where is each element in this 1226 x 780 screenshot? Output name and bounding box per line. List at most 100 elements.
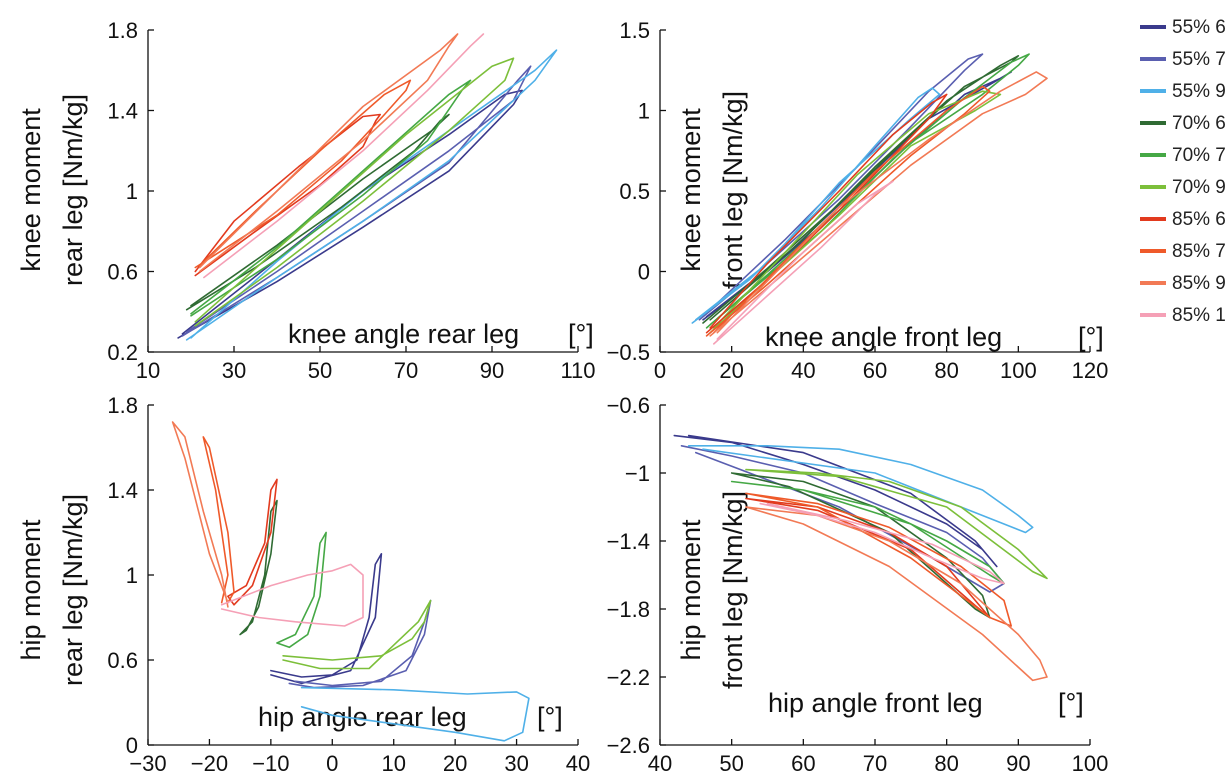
x-tick-label: 90 (1006, 751, 1030, 776)
plot-3-ylabel2: front leg [Nm/kg] (718, 491, 748, 689)
plot-2-ylabel: hip moment (16, 519, 46, 661)
series-line-85-60 (194, 113, 382, 277)
x-tick-label: 90 (480, 358, 504, 383)
x-tick-label: −10 (252, 751, 289, 776)
series-line-70-75 (276, 531, 327, 649)
plot-0-ylabel: knee moment (16, 108, 46, 272)
y-tick-label: 0 (126, 733, 138, 758)
x-tick-label: 10 (381, 751, 405, 776)
legend-label: 85% 60° (1172, 209, 1226, 230)
series-line-70-90 (194, 57, 515, 327)
series-line-70-75 (705, 53, 1030, 329)
y-tick-label: 0.2 (107, 340, 138, 365)
legend-label: 85% 75° (1172, 241, 1226, 262)
x-tick-label: 80 (934, 751, 958, 776)
y-tick-label: 0.6 (107, 648, 138, 673)
series-line-85-60 (745, 497, 991, 619)
series-line-85-105 (203, 33, 485, 279)
series-line-55-75 (288, 599, 432, 689)
plot-1-xlabel: knee angle front leg (765, 322, 1002, 352)
hip-front-leg-plot: hip moment front leg [Nm/kg] hip angle f… (607, 393, 1109, 776)
x-tick-label: 70 (394, 358, 418, 383)
y-tick-label: 0.6 (107, 260, 138, 285)
x-tick-label: 60 (863, 358, 887, 383)
x-tick-label: 30 (504, 751, 528, 776)
plot-3-ylabel: hip moment (676, 519, 706, 661)
plot-3-xunit: [°] (1058, 688, 1084, 718)
y-tick-label: −2.6 (607, 733, 650, 758)
series-line-55-90 (300, 686, 530, 742)
y-tick-label: −0.5 (607, 340, 650, 365)
series-line-85-90 (709, 71, 1048, 337)
series-line-70-90 (745, 468, 1048, 580)
series-line-85-75 (202, 436, 235, 604)
y-tick-label: 1 (126, 563, 138, 588)
series-line-85-105 (759, 502, 1005, 585)
series-line-70-60 (239, 499, 278, 636)
x-tick-label: 120 (1072, 358, 1109, 383)
legend-label: 55% 60° (1172, 17, 1226, 38)
y-tick-label: −1.4 (607, 529, 650, 554)
y-tick-label: 1.4 (107, 99, 138, 124)
series-line-70-60 (730, 472, 991, 619)
series-line-85-105 (712, 180, 894, 345)
x-tick-label: 50 (719, 751, 743, 776)
hip-rear-leg-plot: hip moment rear leg [Nm/kg] hip angle re… (16, 393, 590, 776)
plot-3-xlabel: hip angle front leg (768, 688, 983, 718)
legend-label: 55% 90° (1172, 81, 1226, 102)
x-tick-label: 40 (648, 751, 672, 776)
x-tick-label: 40 (566, 751, 590, 776)
legend-label: 70% 75° (1172, 145, 1226, 166)
y-tick-label: 0.5 (619, 179, 650, 204)
series-line-70-60 (702, 54, 1020, 324)
plot-2-xlabel: hip angle rear leg (258, 702, 467, 732)
series-line-55-75 (680, 444, 1005, 593)
y-tick-label: −1 (625, 461, 650, 486)
series-line-85-60 (705, 93, 948, 334)
knee-rear-leg-plot: knee moment rear leg [Nm/kg] knee angle … (16, 18, 596, 383)
plot-0-xunit: [°] (568, 319, 594, 349)
x-tick-label: −20 (191, 751, 228, 776)
series-line-55-90 (687, 444, 1034, 534)
y-tick-label: −2.2 (607, 665, 650, 690)
x-tick-label: 80 (934, 358, 958, 383)
legend: 55% 60° 55% 75° 55% 90° 70% 60° 70% 75° 70% 9… (1140, 17, 1226, 326)
y-tick-label: −1.8 (607, 597, 650, 622)
plot-2-xunit: [°] (537, 702, 563, 732)
series-line-70-75 (190, 79, 472, 317)
knee-front-leg-plot: knee moment front leg [Nm/kg] knee angle… (607, 18, 1109, 383)
series-line-55-75 (181, 65, 532, 337)
series-line-70-90 (282, 599, 432, 670)
y-tick-label: 1.5 (619, 18, 650, 43)
y-tick-label: 1.4 (107, 478, 138, 503)
x-tick-label: 100 (1000, 358, 1037, 383)
plot-2-ylabel2: rear leg [Nm/kg] (58, 494, 88, 686)
series-line-55-90 (185, 49, 558, 341)
y-tick-label: 1 (126, 179, 138, 204)
y-tick-label: 1 (638, 99, 650, 124)
x-tick-label: 30 (222, 358, 246, 383)
y-tick-label: 1.8 (107, 18, 138, 43)
series-line-85-90 (745, 506, 1048, 682)
plot-1-ylabel2: front leg [Nm/kg] (718, 91, 748, 289)
x-tick-label: 10 (136, 358, 160, 383)
x-tick-label: 20 (443, 751, 467, 776)
plot-1-xunit: [°] (1078, 322, 1104, 352)
legend-label: 70% 60° (1172, 113, 1226, 134)
x-tick-label: 50 (308, 358, 332, 383)
y-tick-label: 0 (638, 260, 650, 285)
plot-1-ylabel: knee moment (676, 108, 706, 272)
legend-label: 85% 90° (1172, 273, 1226, 294)
series-line-55-90 (691, 87, 941, 324)
plot-0-xlabel: knee angle rear leg (288, 319, 519, 349)
x-tick-label: 0 (654, 358, 666, 383)
x-tick-label: 100 (1072, 751, 1109, 776)
x-tick-label: −30 (129, 751, 166, 776)
x-tick-label: 40 (791, 358, 815, 383)
series-line-85-90 (198, 33, 459, 273)
x-tick-label: 20 (719, 358, 743, 383)
series-line-70-90 (709, 90, 1002, 334)
y-tick-label: −0.6 (607, 393, 650, 418)
x-tick-label: 0 (326, 751, 338, 776)
